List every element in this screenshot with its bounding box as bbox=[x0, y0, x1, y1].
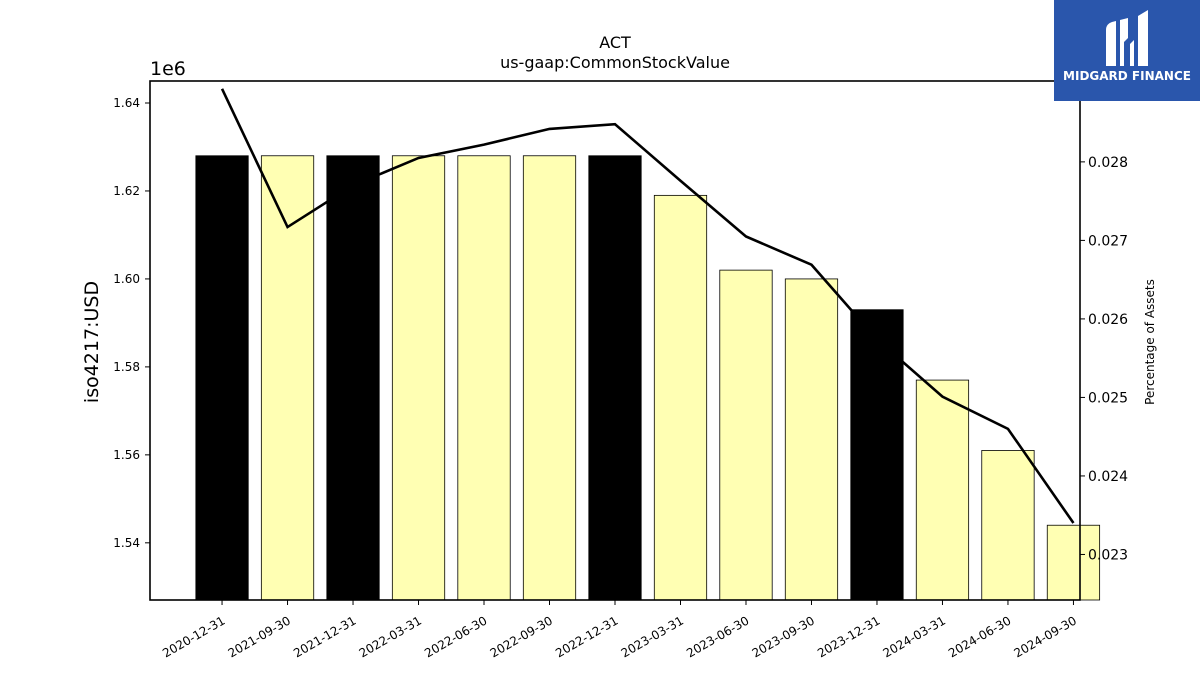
x-tick-label: 2020-12-31 bbox=[160, 613, 227, 660]
chart-title: ACT bbox=[599, 33, 631, 52]
bar-2022-12-31 bbox=[588, 155, 642, 601]
x-tick-label: 2022-09-30 bbox=[488, 613, 555, 660]
bar-2023-12-31 bbox=[850, 309, 904, 601]
x-tick-label: 2023-12-31 bbox=[815, 613, 882, 660]
chart-subtitle: us-gaap:CommonStockValue bbox=[500, 53, 730, 72]
y-tick-label: 1.58 bbox=[113, 360, 140, 374]
bar-2021-12-31 bbox=[326, 155, 380, 601]
x-tick-label: 2023-09-30 bbox=[750, 613, 817, 660]
percentage-of-assets-line bbox=[220, 88, 1075, 524]
y2-tick-label: 0.024 bbox=[1088, 469, 1128, 485]
x-tick-label: 2022-03-31 bbox=[357, 613, 424, 660]
bar-2024-03-31 bbox=[915, 379, 970, 601]
y2-tick-label: 0.023 bbox=[1088, 547, 1128, 563]
y2-tick-label: 0.025 bbox=[1088, 390, 1128, 406]
bar-2024-09-30 bbox=[1046, 524, 1101, 601]
bar-2023-09-30 bbox=[784, 278, 839, 601]
x-tick-label: 2021-12-31 bbox=[291, 613, 358, 660]
bar-2020-12-31 bbox=[195, 155, 249, 601]
y-tick-label: 1.56 bbox=[113, 448, 140, 462]
x-tick-label: 2021-09-30 bbox=[226, 613, 293, 660]
bar-2022-03-31 bbox=[391, 155, 446, 601]
bar-2021-09-30 bbox=[260, 155, 315, 601]
bars-group bbox=[195, 155, 1101, 601]
y-axis-label: iso4217:USD bbox=[81, 281, 103, 403]
y-tick-label: 1.60 bbox=[113, 272, 140, 286]
x-tick-label: 2024-03-31 bbox=[881, 613, 948, 660]
y2-axis-label: Percentage of Assets bbox=[1143, 279, 1157, 405]
midgard-finance-logo: MIDGARD FINANCE bbox=[1054, 0, 1200, 101]
y2-tick-label: 0.028 bbox=[1088, 155, 1128, 171]
logo-text: MIDGARD FINANCE bbox=[1063, 69, 1191, 83]
bar-2022-09-30 bbox=[522, 155, 577, 601]
x-tick-label: 2023-03-31 bbox=[619, 613, 686, 660]
logo-mark-icon bbox=[1106, 10, 1148, 66]
x-tick-label: 2022-06-30 bbox=[422, 613, 489, 660]
bar-2022-06-30 bbox=[457, 155, 511, 601]
y-tick-label: 1.54 bbox=[113, 536, 140, 550]
x-tick-label: 2024-09-30 bbox=[1012, 613, 1079, 660]
bar-2024-06-30 bbox=[981, 450, 1035, 601]
bar-2023-03-31 bbox=[653, 194, 708, 601]
y-offset-text: 1e6 bbox=[150, 58, 186, 80]
y-tick-label: 1.64 bbox=[113, 96, 140, 110]
line-group bbox=[220, 88, 1075, 524]
x-tick-label: 2024-06-30 bbox=[946, 613, 1013, 660]
y2-tick-label: 0.027 bbox=[1088, 233, 1128, 249]
x-tick-label: 2023-06-30 bbox=[684, 613, 751, 660]
y2-tick-label: 0.026 bbox=[1088, 312, 1128, 328]
x-tick-label: 2022-12-31 bbox=[553, 613, 620, 660]
y-tick-label: 1.62 bbox=[113, 184, 140, 198]
bar-2023-06-30 bbox=[719, 269, 773, 601]
